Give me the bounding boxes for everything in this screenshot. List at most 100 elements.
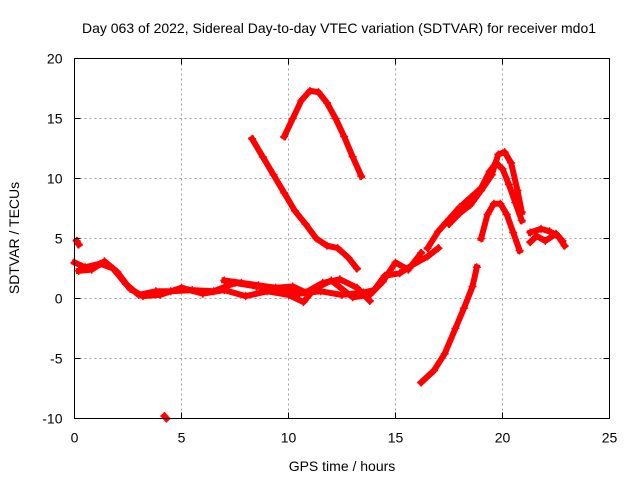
data-point	[241, 292, 250, 301]
data-point	[138, 292, 147, 301]
data-point	[288, 114, 297, 123]
data-series	[70, 86, 569, 423]
y-tick-label: 5	[55, 231, 63, 247]
data-point	[378, 277, 387, 286]
data-point	[284, 290, 293, 299]
data-point	[552, 229, 560, 238]
series-arc-evening-peak-b	[444, 149, 526, 229]
data-point	[483, 210, 492, 219]
series-arc-rising	[416, 263, 481, 387]
data-point	[440, 349, 449, 358]
series-arc-descending	[247, 134, 362, 273]
data-point	[297, 96, 306, 105]
x-tick-label: 0	[71, 430, 79, 446]
data-point	[466, 200, 475, 209]
data-point	[220, 276, 229, 285]
data-point	[290, 206, 299, 215]
data-point	[335, 275, 344, 284]
y-axis-label: SDTVAR / TECUs	[6, 182, 22, 294]
data-point	[248, 134, 257, 143]
series-arc-baseline-b	[75, 248, 426, 306]
data-point	[477, 234, 486, 243]
data-point	[348, 152, 357, 161]
data-point	[74, 240, 83, 249]
x-tick-label: 5	[178, 430, 186, 446]
data-point	[472, 263, 481, 272]
data-point	[344, 253, 353, 262]
data-point	[513, 186, 522, 195]
data-point	[487, 170, 496, 179]
x-tick-label: 15	[388, 430, 404, 446]
data-point	[526, 238, 535, 247]
data-point	[299, 298, 308, 307]
data-point	[258, 152, 267, 161]
y-tick-label: -5	[50, 351, 63, 367]
data-point	[541, 236, 550, 245]
series-arc-dome	[280, 87, 366, 181]
data-point	[509, 228, 518, 237]
data-point	[391, 258, 400, 267]
data-point	[288, 282, 297, 291]
data-point	[100, 257, 109, 266]
data-point	[494, 150, 503, 159]
data-point	[305, 86, 314, 95]
data-point	[271, 283, 280, 292]
series-arc-baseline-c	[220, 276, 375, 306]
data-point	[430, 366, 439, 375]
data-point	[451, 324, 460, 333]
data-point	[198, 289, 207, 298]
y-tick-label: 20	[47, 51, 63, 67]
data-point	[113, 268, 122, 277]
data-point	[323, 98, 332, 107]
data-point	[526, 228, 535, 237]
data-point	[301, 288, 310, 297]
data-point	[417, 248, 426, 257]
data-point	[477, 186, 486, 195]
data-point	[455, 209, 464, 218]
data-point	[323, 241, 332, 250]
x-tick-label: 10	[281, 430, 297, 446]
data-point	[314, 88, 323, 97]
data-point	[498, 164, 507, 173]
data-point	[269, 170, 278, 179]
data-point	[515, 246, 524, 255]
data-point	[445, 220, 453, 229]
x-tick-label: 20	[495, 430, 511, 446]
data-point	[352, 264, 361, 273]
data-point	[254, 281, 263, 290]
grid	[74, 58, 610, 419]
data-point	[126, 284, 135, 293]
data-point	[348, 293, 357, 302]
data-point	[417, 378, 426, 387]
x-axis-label: GPS time / hours	[289, 458, 396, 474]
data-point	[502, 210, 511, 219]
data-point	[280, 132, 289, 141]
data-point	[404, 265, 413, 274]
data-point	[331, 114, 340, 123]
data-point	[537, 224, 546, 233]
data-point	[545, 227, 554, 236]
data-point	[459, 304, 468, 313]
data-point	[237, 278, 246, 287]
data-point	[87, 265, 96, 274]
y-tick-label: -10	[42, 411, 62, 427]
data-point	[177, 283, 186, 292]
y-tick-label: 10	[47, 171, 63, 187]
data-point	[496, 199, 505, 208]
x-tick-label: 25	[602, 430, 618, 446]
data-point	[468, 282, 477, 291]
x-axis-ticks: 0 5 10 15 20 25	[71, 58, 618, 446]
data-point	[504, 180, 513, 189]
series-arc-evening-peak	[423, 159, 526, 253]
data-point	[301, 220, 310, 229]
data-point	[395, 269, 404, 278]
data-point	[74, 266, 83, 275]
data-point	[352, 283, 361, 292]
y-axis-ticks: -10 -5 0 5 10 15 20	[42, 51, 610, 427]
data-point	[507, 158, 516, 167]
data-point	[423, 252, 432, 261]
data-point	[312, 234, 321, 243]
data-point	[318, 278, 327, 287]
data-point	[333, 244, 342, 253]
